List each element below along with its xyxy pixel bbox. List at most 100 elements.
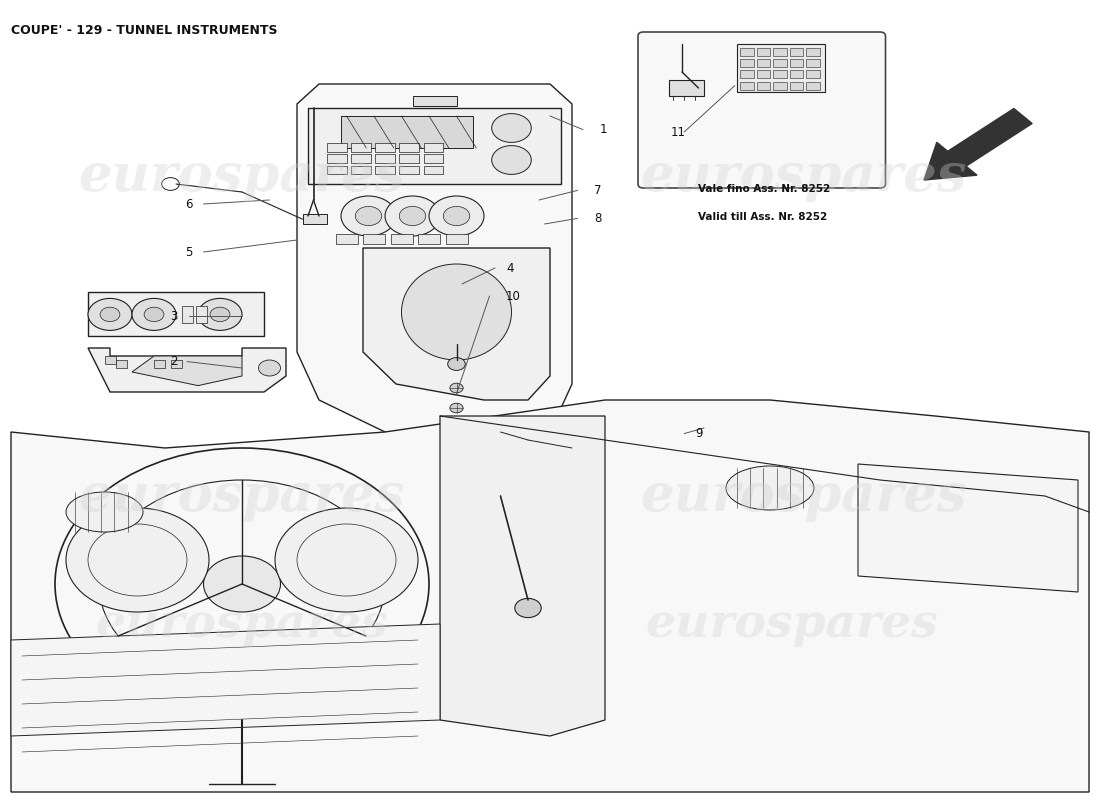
Text: 6: 6 [185,198,192,210]
Circle shape [210,307,230,322]
Circle shape [198,298,242,330]
Text: eurospares: eurospares [640,150,966,202]
Bar [170,360,182,368]
Bar [182,306,192,323]
Text: 7: 7 [594,184,602,197]
Text: eurospares: eurospares [96,601,388,647]
Bar [757,59,770,67]
Text: 8: 8 [594,212,602,225]
Circle shape [399,206,426,226]
Bar [104,356,116,364]
Bar [669,80,704,96]
Bar [773,48,786,56]
Bar [790,70,803,78]
Ellipse shape [66,492,143,532]
Circle shape [715,422,737,438]
Bar [790,82,803,90]
Polygon shape [132,356,242,386]
Bar [757,70,770,78]
Polygon shape [88,292,264,336]
Bar [773,82,786,90]
Bar [375,143,395,152]
Circle shape [100,307,120,322]
Bar [390,234,412,244]
Bar [424,166,443,174]
Circle shape [132,298,176,330]
Text: 4: 4 [506,262,514,274]
Ellipse shape [402,264,512,360]
Text: 11: 11 [671,126,686,138]
Bar [790,48,803,56]
Bar [351,166,371,174]
Polygon shape [704,416,803,444]
Circle shape [450,383,463,393]
Circle shape [450,403,463,413]
Circle shape [204,556,280,612]
Circle shape [144,307,164,322]
Polygon shape [88,348,286,392]
Bar [740,48,754,56]
Circle shape [88,298,132,330]
Bar [806,82,820,90]
Text: 5: 5 [185,246,192,258]
Text: eurospares: eurospares [640,470,966,522]
Circle shape [443,206,470,226]
Polygon shape [297,84,572,448]
Text: 1: 1 [600,123,607,136]
Bar [757,82,770,90]
FancyArrow shape [924,109,1032,180]
Bar [336,234,358,244]
Polygon shape [308,108,561,184]
Ellipse shape [726,466,814,510]
Bar [363,234,385,244]
Text: COUPE' - 129 - TUNNEL INSTRUMENTS: COUPE' - 129 - TUNNEL INSTRUMENTS [11,24,277,37]
Text: eurospares: eurospares [79,470,405,522]
Bar [806,59,820,67]
Bar [327,166,346,174]
FancyBboxPatch shape [638,32,886,188]
Bar [790,59,803,67]
Circle shape [385,196,440,236]
Bar [399,143,419,152]
Polygon shape [11,624,440,736]
Bar [757,48,770,56]
Circle shape [355,206,382,226]
Bar [740,70,754,78]
Bar [116,360,127,368]
Text: eurospares: eurospares [79,150,405,202]
Polygon shape [858,464,1078,592]
Bar [446,234,468,244]
Circle shape [448,358,465,370]
Text: 9: 9 [695,427,703,440]
Circle shape [275,508,418,612]
Polygon shape [363,248,550,400]
Circle shape [742,422,764,438]
Polygon shape [440,416,605,736]
Bar [302,214,327,224]
Bar [740,59,754,67]
Bar [351,154,371,163]
Bar [375,154,395,163]
Bar [740,82,754,90]
Bar [773,59,786,67]
Text: 2: 2 [170,355,178,368]
Circle shape [258,360,280,376]
Circle shape [341,196,396,236]
Bar [399,166,419,174]
Bar [327,154,346,163]
Bar [418,234,440,244]
Text: Valid till Ass. Nr. 8252: Valid till Ass. Nr. 8252 [698,212,827,222]
Polygon shape [341,116,473,148]
Bar [351,143,371,152]
Text: 3: 3 [170,310,178,322]
Text: eurospares: eurospares [646,601,938,647]
Bar [424,143,443,152]
Circle shape [770,422,792,438]
Bar [424,154,443,163]
Bar [327,143,346,152]
Bar [739,442,752,452]
Bar [154,360,165,368]
Bar [806,70,820,78]
Circle shape [66,508,209,612]
Bar [412,96,456,106]
